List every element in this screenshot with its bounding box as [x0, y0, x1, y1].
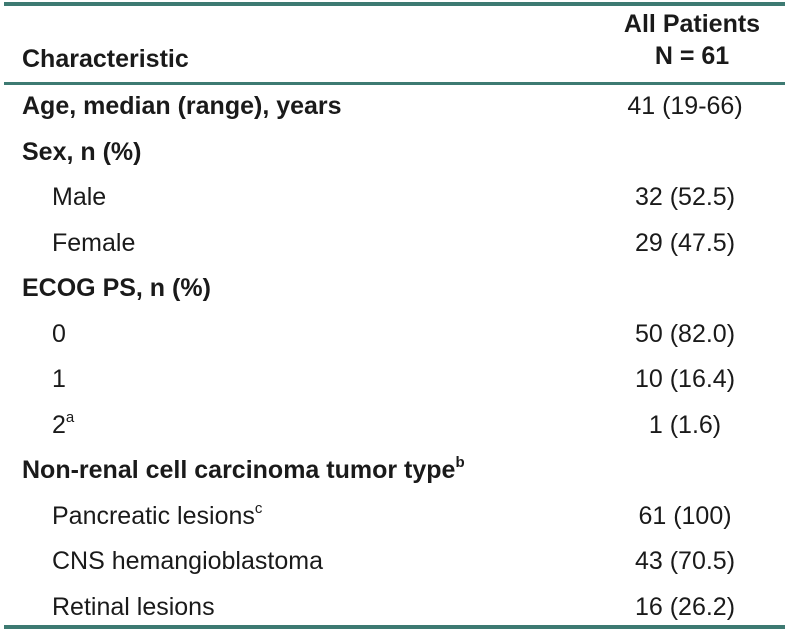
row-label: Sex, n (%): [22, 138, 141, 167]
table-row: ECOG PS, n (%): [0, 267, 797, 313]
row-label-text: Non-renal cell carcinoma tumor type: [22, 456, 456, 484]
row-label-text: Male: [52, 183, 107, 211]
row-label: 2a: [52, 408, 75, 440]
row-label: ECOG PS, n (%): [22, 274, 211, 303]
row-label: Retinal lesions: [52, 593, 215, 622]
row-value: 50 (82.0): [634, 319, 736, 348]
table-row: Age, median (range), years 41 (19-66): [0, 85, 797, 131]
row-label: Non-renal cell carcinoma tumor typeb: [22, 454, 465, 485]
row-label: Age, median (range), years: [22, 92, 342, 121]
table-row: 2a 1 (1.6): [0, 404, 797, 450]
row-label-text: 0: [52, 319, 66, 348]
row-label: CNS hemangioblastoma: [52, 547, 323, 576]
row-label: Female: [52, 229, 135, 258]
row-label: 0: [52, 320, 66, 349]
row-label-text: 2: [52, 410, 66, 439]
header-all-patients: All Patients N = 61: [607, 8, 777, 72]
header-all-patients-title: All Patients: [623, 10, 761, 38]
table-body: Age, median (range), years 41 (19-66) Sex,…: [0, 85, 797, 631]
footnote-marker: c: [254, 499, 263, 517]
table-row: Non-renal cell carcinoma tumor typeb: [0, 449, 797, 495]
table-row: CNS hemangioblastoma 43 (70.5): [0, 540, 797, 586]
table-header-rule: [4, 82, 785, 85]
table-row: 1 10 (16.4): [0, 358, 797, 404]
row-value: 61 (100): [638, 501, 732, 530]
header-characteristic: Characteristic: [22, 45, 189, 73]
row-value: 41 (19-66): [627, 92, 743, 120]
table-row: Retinal lesions 16 (26.2): [0, 586, 797, 631]
row-label-text: Female: [52, 228, 136, 257]
row-value: 10 (16.4): [634, 365, 736, 393]
row-label-text: ECOG PS, n (%): [22, 274, 211, 302]
row-value: 16 (26.2): [634, 592, 736, 621]
row-label-text: Age, median (range), years: [22, 92, 342, 120]
row-label-text: CNS hemangioblastoma: [52, 547, 323, 575]
table-row: Male 32 (52.5): [0, 176, 797, 222]
row-label-text: Retinal lesions: [52, 592, 215, 621]
table-row: 0 50 (82.0): [0, 313, 797, 359]
row-value: 43 (70.5): [634, 547, 736, 575]
row-value: 1 (1.6): [648, 410, 722, 439]
row-label-text: 1: [52, 365, 66, 393]
row-label: Male: [52, 183, 106, 212]
row-value: 29 (47.5): [634, 228, 736, 257]
footnote-marker: a: [65, 408, 75, 426]
row-label-text: Pancreatic lesions: [52, 501, 255, 530]
row-value: 32 (52.5): [634, 183, 736, 211]
table-row: Pancreatic lesionsc 61 (100): [0, 495, 797, 541]
row-label: 1: [52, 365, 66, 394]
table-bottom-rule: [4, 625, 785, 629]
header-patient-count: N = 61: [654, 42, 730, 70]
table-row: Sex, n (%): [0, 131, 797, 177]
table-top-rule: [4, 2, 785, 6]
table-row: Female 29 (47.5): [0, 222, 797, 268]
row-label: Pancreatic lesionsc: [52, 499, 263, 531]
footnote-marker: b: [455, 454, 465, 471]
table-header: Characteristic All Patients N = 61: [0, 6, 797, 82]
row-label-text: Sex, n (%): [22, 137, 142, 166]
